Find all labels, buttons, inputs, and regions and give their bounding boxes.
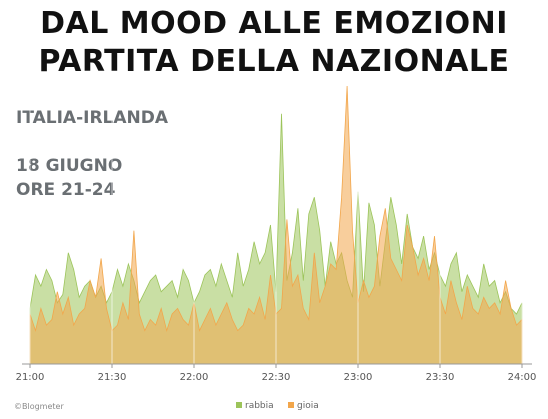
x-tick-label-2300: 23:00 [344,372,373,383]
x-tick-label-2130: 21:30 [98,372,127,383]
chart-title-line-2: PARTITA DELLA NAZIONALE [38,44,510,79]
credit-label: ©Blogmeter [14,402,64,411]
match-label: ITALIA-IRLANDA [16,108,169,128]
legend-label-rabbia: rabbia [245,401,274,411]
legend-item-rabbia: rabbia [236,401,274,411]
x-tick-label-2330: 23:30 [426,372,455,383]
date-label: 18 GIUGNO [16,156,123,176]
x-tick-label-2100: 21:00 [16,372,45,383]
x-tick-label-2400: 24:00 [508,372,537,383]
x-tick-label-2200: 22:00 [180,372,209,383]
legend-label-gioia: gioia [297,401,319,411]
series-area-gioia [29,85,523,365]
chart-title-line-1: DAL MOOD ALLE EMOZIONI [40,6,508,41]
time-range-label: ORE 21-24 [16,180,116,200]
x-tick-label-2230: 22:30 [262,372,291,383]
legend-item-gioia: gioia [288,401,319,411]
legend-swatch-rabbia [236,402,242,408]
legend-swatch-gioia [288,402,294,408]
